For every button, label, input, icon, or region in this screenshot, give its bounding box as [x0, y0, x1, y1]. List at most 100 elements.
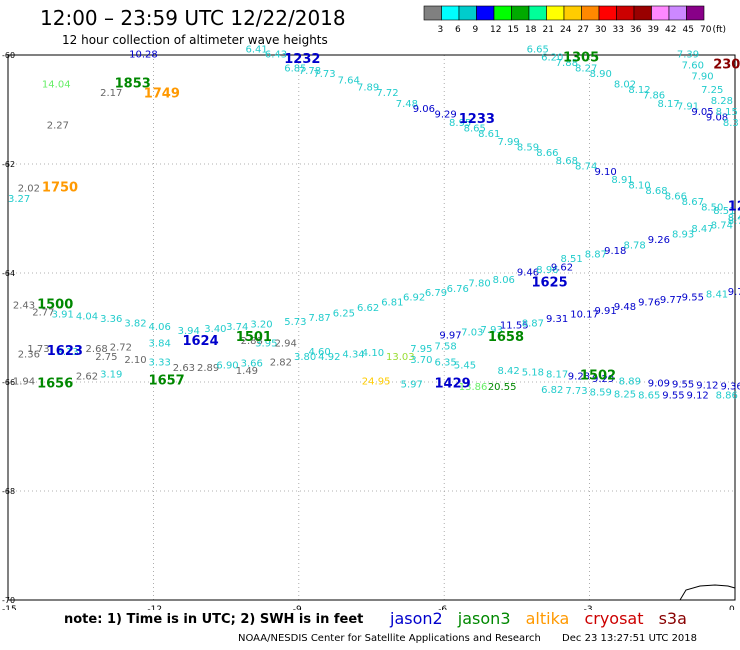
wave-height-value: 3.13: [56, 347, 78, 358]
wave-height-value: 1.94: [13, 377, 35, 388]
plot-area: -15 -12 -9 -6 -3 0-60-62-64-66-68-7010.2814.0…: [2, 44, 740, 610]
wave-height-value: 6.82: [541, 385, 563, 396]
wave-height-value: 6.65: [527, 44, 549, 55]
wave-height-value: 8.87: [585, 250, 607, 261]
wave-height-value: 9.36: [720, 382, 740, 393]
wave-height-value: 2.62: [76, 371, 98, 382]
wave-height-value: 3.94: [178, 326, 200, 337]
wave-height-value: 6.20: [541, 52, 563, 63]
wave-height-value: 9.05: [691, 107, 713, 118]
wave-height-value: 9.55: [662, 390, 684, 401]
wave-height-value: 8.66: [665, 191, 687, 202]
x-tick-label: -9: [293, 605, 302, 610]
wave-height-value: 8.65: [464, 123, 486, 134]
color-scale-swatch: [686, 5, 705, 21]
wave-height-value: 2.43: [13, 300, 35, 311]
wave-height-value: 8.27: [575, 63, 597, 74]
wave-height-value: 4.92: [318, 352, 340, 363]
wave-height-value: 9.10: [594, 167, 616, 178]
wave-height-value: 8.61: [478, 129, 500, 140]
wave-height-value: 8.17: [657, 99, 679, 110]
wave-height-value: 3.95: [255, 339, 277, 350]
wave-height-value: 14.04: [42, 80, 71, 91]
wave-height-value: 10.17: [570, 310, 599, 321]
wave-height-value: 8.68: [556, 156, 578, 167]
color-scale-legend: 3 6 9 12 15 18 21 24 27 30 33 36 39 42 45 70 (ft): [423, 5, 727, 34]
wave-height-value: 11.55: [500, 321, 529, 332]
wave-height-value: 8.66: [536, 148, 558, 159]
color-scale-label: 39: [648, 25, 660, 34]
wave-height-value: 9.29: [592, 374, 614, 385]
wave-height-value: 20.55: [488, 382, 517, 393]
wave-height-value: 13.86: [459, 382, 488, 393]
credits-source: NOAA/NESDIS Center for Satellite Applica…: [238, 633, 541, 644]
wave-height-value: 5.45: [454, 360, 476, 371]
wave-height-value: 8.51: [561, 254, 583, 265]
wave-height-value: 8.89: [619, 377, 641, 388]
pass-time-label: 2306: [713, 58, 740, 73]
wave-height-value: 3.74: [226, 322, 248, 333]
wave-height-value: 8.59: [517, 142, 539, 153]
wave-height-value: 8.02: [614, 80, 636, 91]
color-scale-label: 18: [525, 25, 537, 34]
wave-height-value: 9.74: [728, 287, 740, 298]
wave-height-value: 8.42: [498, 366, 520, 377]
y-tick-label: -64: [2, 269, 15, 278]
wave-height-value: 7.88: [556, 58, 578, 69]
pass-time-label: 1658: [488, 330, 524, 345]
wave-height-value: 2.72: [110, 342, 132, 353]
wave-height-value: 7.86: [643, 91, 665, 102]
wave-height-value: 7.58: [435, 341, 457, 352]
wave-height-value: 3.19: [100, 370, 122, 381]
wave-height-value: 7.72: [376, 88, 398, 99]
wave-height-value: 7.80: [468, 279, 490, 290]
wave-height-value: 9.18: [604, 246, 626, 257]
wave-height-value: 8.67: [682, 197, 704, 208]
wave-height-value: 6.41: [245, 44, 267, 55]
pass-time-label: 1233: [459, 112, 495, 127]
wave-height-value: 4.06: [149, 322, 171, 333]
wave-height-value: 9.77: [660, 295, 682, 306]
pass-time-label: 1625: [531, 276, 567, 291]
wave-height-value: 7.25: [701, 85, 723, 96]
wave-height-value: 4.60: [308, 347, 330, 358]
wave-height-value: 6.79: [425, 288, 447, 299]
wave-height-value: 3.20: [250, 320, 272, 331]
wave-height-value: 9.06: [413, 104, 435, 115]
pass-time-label: 1656: [37, 376, 73, 391]
wave-height-value: 3.66: [241, 359, 263, 370]
wave-height-value: 7.87: [308, 313, 330, 324]
legend-altika: altika: [525, 609, 570, 628]
pass-time-label: 1853: [115, 77, 151, 92]
wave-height-value: 8.51: [713, 206, 735, 217]
wave-height-value: 2.27: [47, 121, 69, 132]
wave-height-value: 3.84: [149, 339, 171, 350]
wave-height-value: 9.97: [439, 330, 461, 341]
wave-height-value: 8.78: [728, 216, 740, 227]
wave-height-value: 13.03: [386, 352, 415, 363]
wave-height-value: 8.95: [449, 118, 471, 129]
color-scale-label: 36: [630, 25, 642, 34]
wave-height-value: 9.12: [696, 381, 718, 392]
color-scale-label: 6: [455, 25, 461, 34]
plot-frame: [7, 54, 736, 601]
pass-time-label: 1624: [182, 334, 218, 349]
wave-height-value: 6.81: [381, 298, 403, 309]
satellite-legend: jason2 jason3 altika cryosat s3a: [390, 609, 697, 628]
wave-height-value: 9.55: [672, 379, 694, 390]
wave-height-value: 2.63: [173, 363, 195, 374]
x-tick-label: -15: [2, 605, 17, 610]
wave-height-value: 9.09: [648, 378, 670, 389]
color-scale-label: (ft): [713, 25, 727, 34]
wave-height-value: 5.18: [522, 367, 544, 378]
chart-title: 12:00 – 23:59 UTC 12/22/2018: [40, 6, 346, 30]
wave-height-value: 8.96: [536, 265, 558, 276]
wave-height-value: 8.10: [628, 181, 650, 192]
wave-height-value: 8.87: [522, 318, 544, 329]
wave-height-value: 3.82: [124, 318, 146, 329]
wave-height-value: 2.75: [95, 352, 117, 363]
pass-time-label: 1232: [284, 52, 320, 67]
color-scale-label: 3: [438, 25, 444, 34]
wave-height-value: 7.90: [691, 72, 713, 83]
wave-height-value: 9.08: [706, 112, 728, 123]
